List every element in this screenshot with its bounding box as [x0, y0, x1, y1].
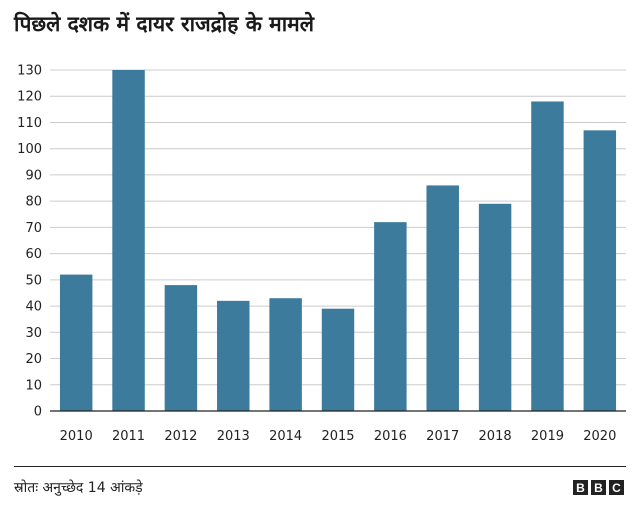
x-tick-label: 2019 [531, 429, 564, 444]
bar [321, 308, 355, 411]
source-note: स्रोतः अनुच्छेद 14 आंकड़े [14, 480, 143, 496]
x-tick-label: 2017 [426, 429, 459, 444]
bar [59, 274, 93, 411]
y-tick-label: 60 [25, 247, 42, 262]
y-tick-label: 110 [17, 116, 42, 131]
bar [374, 222, 407, 411]
x-tick-label: 2014 [269, 429, 302, 444]
x-tick-label: 2015 [321, 429, 354, 444]
y-tick-label: 30 [25, 326, 42, 341]
y-tick-label: 100 [17, 142, 42, 157]
bar [269, 298, 302, 411]
bar-chart: 0 10 20 30 40 50 60 70 80 90 100 110 120 130 2010 2011… [17, 64, 626, 444]
bar [531, 101, 564, 411]
x-tick-label: 2011 [112, 429, 145, 444]
bar [583, 130, 617, 412]
x-tick-label: 2018 [479, 429, 512, 444]
x-axis-ticks: 2010 2011 2012 2013 2014 2015 2016 2017 2018 2019… [60, 429, 617, 444]
chart-title: पिछले दशक में दायर राजद्रोह के मामले [14, 12, 314, 36]
x-tick-label: 2012 [164, 429, 197, 444]
y-tick-label: 50 [25, 273, 42, 288]
y-tick-label: 80 [25, 195, 42, 210]
y-tick-label: 130 [17, 64, 42, 79]
bar [164, 285, 198, 411]
bbc-logo-letter-1: B [573, 480, 588, 495]
y-tick-label: 40 [25, 300, 42, 315]
bar [112, 70, 145, 411]
x-tick-label: 2016 [374, 429, 407, 444]
y-tick-label: 0 [34, 405, 42, 420]
x-tick-label: 2010 [60, 429, 93, 444]
y-tick-label: 70 [25, 221, 42, 236]
y-tick-label: 10 [25, 378, 42, 393]
footer-divider [14, 466, 626, 467]
x-tick-label: 2020 [583, 429, 616, 444]
x-tick-label: 2013 [217, 429, 250, 444]
bbc-logo-letter-3: C [609, 480, 624, 495]
bbc-logo-letter-2: B [591, 480, 606, 495]
bars [59, 70, 617, 412]
y-tick-label: 120 [17, 90, 42, 105]
y-tick-label: 90 [25, 168, 42, 183]
y-axis-ticks: 0 10 20 30 40 50 60 70 80 90 100 110 120 130 [17, 64, 42, 420]
bar [426, 185, 459, 411]
y-tick-label: 20 [25, 352, 42, 367]
bar [478, 203, 512, 411]
bbc-logo: B B C [573, 480, 624, 495]
bar [217, 300, 250, 411]
